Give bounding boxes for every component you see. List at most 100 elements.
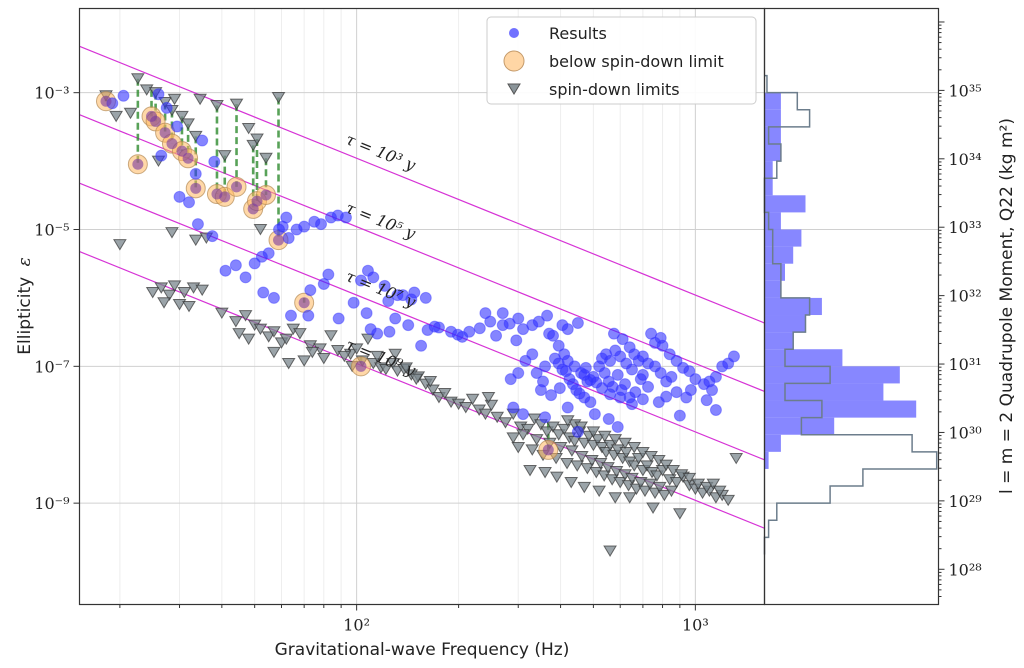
result-markers [100,88,740,456]
spin-down-marker [165,227,179,239]
result-marker [561,401,574,414]
result-marker [526,348,539,361]
spin-down-marker [267,346,281,359]
spin-down-marker [229,98,244,111]
result-marker [519,354,532,367]
spin-down-marker [657,489,672,502]
result-marker [636,393,649,406]
spin-down-marker [565,445,579,457]
right-tick-label: 10³² [949,287,982,306]
result-marker [588,408,601,421]
result-marker [463,325,476,338]
result-marker [625,363,638,376]
spin-down-marker [167,93,182,106]
results-histogram-bar [764,366,900,384]
result-marker [532,315,545,328]
result-marker [727,350,740,363]
result-marker [132,158,144,170]
result-marker [315,218,328,231]
result-marker [484,315,497,328]
spin-down-marker [516,429,530,441]
result-marker [152,88,165,101]
spin-down-marker [664,485,679,498]
result-marker [604,388,617,401]
spin-down-marker [386,357,400,370]
results-histogram-bar [764,383,884,401]
result-marker [709,370,722,383]
spin-down-marker [618,437,632,450]
results-histogram-bar [764,280,781,298]
result-marker [415,339,428,352]
spin-down-marker [590,434,605,446]
results-histogram-bar [764,212,781,230]
histograms [763,74,938,555]
spin-down-marker [193,93,207,106]
spin-down-marker [538,467,552,479]
spin-down-marker [592,485,607,498]
result-marker [219,264,232,277]
right-tick-label: 10³¹ [949,355,982,374]
spin-down-marker [409,373,424,386]
legend-below-marker [503,50,525,72]
spin-down-marker [241,122,256,135]
result-marker [339,211,352,224]
spin-down-marker [525,444,540,456]
spin-down-marker [316,353,331,365]
spin-down-marker [361,333,375,346]
result-marker [552,339,565,352]
results-histogram-bar [764,263,785,281]
spin-down-marker [253,323,268,336]
right-axis-label: l = m = 2 Quadrupole Moment, Q22 (kg m²) [997,118,1017,494]
spin-down-marker [646,502,660,514]
y-tick-label: 10⁻³ [34,84,69,103]
y-tick-label: 10⁻⁷ [34,357,69,376]
spin-down-marker [167,280,182,292]
spin-down-marker [145,286,160,299]
result-marker [173,190,186,203]
spin-down-marker [188,234,203,247]
spin-down-marker [181,118,195,130]
result-marker [421,323,434,336]
spin-down-marker [458,402,473,414]
spin-down-marker [349,343,364,355]
spin-down-marker [324,330,338,342]
result-marker [219,191,231,203]
result-marker [510,334,523,347]
spin-down-marker [228,316,243,328]
spin-down-marker [437,388,452,400]
spin-down-marker [432,392,446,404]
result-marker [683,365,696,378]
results-histogram-bar [764,332,794,350]
result-marker [208,155,221,168]
result-marker [251,195,263,207]
result-marker [700,394,713,407]
result-marker [298,297,310,309]
spin-down-marker [481,392,496,404]
result-marker [166,138,178,150]
result-marker [347,296,360,309]
spin-down-marker [281,357,296,370]
result-marker [629,386,642,399]
legend-spindown-marker [507,83,521,95]
results-histogram-bar [764,92,781,110]
result-marker [332,312,345,325]
spin-down-marker [706,478,721,491]
result-marker [284,309,297,322]
spin-down-marker [567,435,582,448]
results-histogram-bar [764,315,806,333]
results-histogram-bar [764,400,917,418]
result-marker [602,412,615,425]
result-marker [479,307,492,320]
result-marker [183,196,196,209]
result-marker [273,223,286,236]
spin-down-marker [297,355,312,367]
spin-down-marker [250,133,264,146]
spin-down-marker [586,426,601,438]
result-marker [619,378,632,391]
result-marker [670,354,683,367]
result-marker [182,152,194,164]
spin-down-marker [712,485,727,498]
result-marker [298,220,311,233]
result-marker [542,444,554,456]
